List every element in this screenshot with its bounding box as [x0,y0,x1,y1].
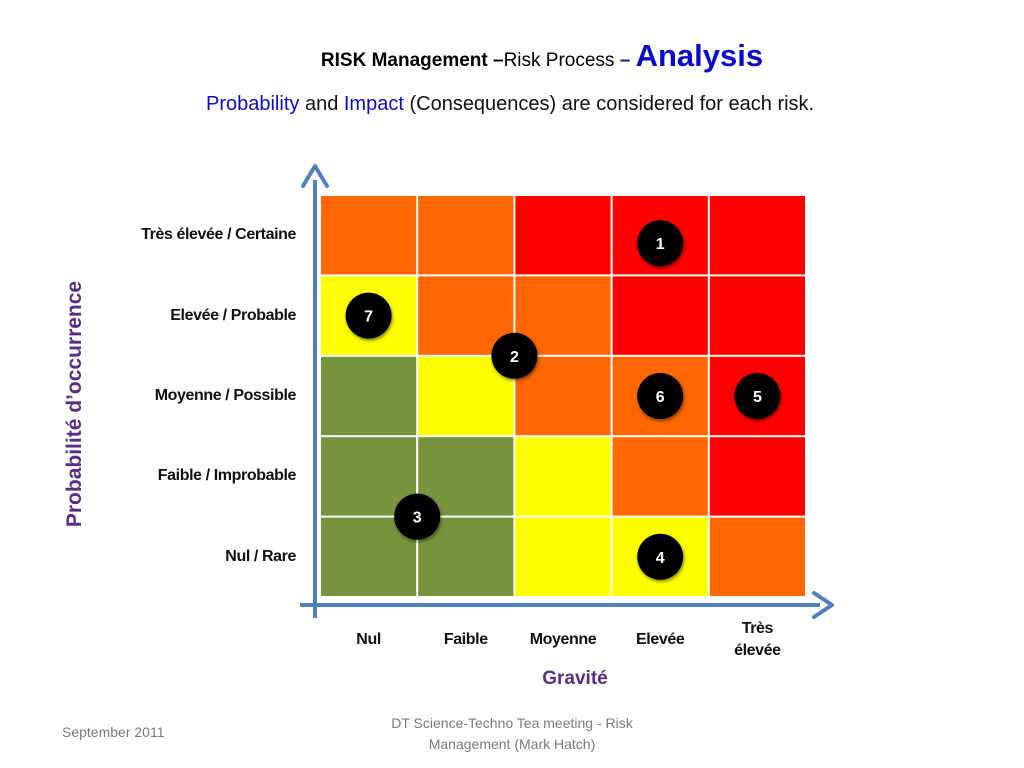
x-axis-arrow [812,591,834,619]
risk-cell-r2-c4 [612,276,708,355]
row-label: Elevée / Probable [170,306,296,324]
title-part-1: RISK Management – [320,50,504,71]
risk-cell-r3-c1 [321,356,417,436]
column-label-line: Elevée [636,631,685,648]
risk-marker-6: 6 [637,373,684,419]
risk-marker-circle [637,533,684,580]
risk-cell-r4-c3 [515,437,611,516]
footer-presentation: DT Science-Techno Tea meeting - Risk Man… [352,713,672,755]
risk-marker-label: 5 [753,389,762,406]
y-axis-title: Probabilité d’occurrence [63,280,86,528]
risk-marker-label: 6 [656,389,665,406]
subtitle-impact: Impact [343,93,404,115]
column-label: Faible [411,629,521,651]
risk-cell-r1-c1 [321,196,417,275]
title-part-4: Analysis [635,38,764,73]
risk-marker-circle [491,332,538,379]
column-label-line: Très [741,620,774,637]
risk-cell-r2-c5 [709,276,805,355]
risk-marker-1: 1 [637,220,684,267]
risk-marker-circle [394,493,441,540]
subtitle-probability: Probability [206,93,300,115]
column-label: Très élevée [702,618,812,662]
y-axis-arrow [301,164,329,188]
footer-line-2: Management (Mark Hatch) [428,736,596,752]
column-label: Moyenne [508,629,618,651]
footer-date: September 2011 [62,724,165,740]
column-label-line: Nul [356,631,381,648]
column-label-line: Faible [443,631,488,648]
subtitle-and: and [299,93,344,115]
risk-marker-label: 7 [364,309,373,326]
subtitle-rest: (Consequences) are considered for each r… [403,93,815,115]
risk-cell-r1-c5 [709,196,805,275]
risk-marker-2: 2 [491,332,538,379]
slide-subtitle: Probability and Impact (Consequences) ar… [206,93,814,116]
risk-cell-r1-c3 [515,196,611,275]
risk-cell-r5-c3 [515,517,611,596]
risk-marker-7: 7 [345,292,392,339]
column-label-line: élevée [734,642,781,659]
risk-marker-circle [734,373,781,419]
risk-marker-circle [637,373,684,419]
row-label: Nul / Rare [225,547,296,565]
risk-marker-circle [637,220,684,267]
risk-marker-circle [345,292,392,339]
risk-cell-r4-c4 [612,437,708,516]
title-part-2: Risk Process [503,50,620,71]
row-label: Très élevée / Certaine [141,226,296,244]
slide-title: RISK Management –Risk Process – Analysis [0,38,1024,80]
axes [300,164,834,619]
footer-line-1: DT Science-Techno Tea meeting - Risk [391,715,633,731]
row-label: Moyenne / Possible [154,387,297,404]
column-label: Elevée [605,629,715,651]
title-part-3: – [619,50,636,71]
row-label: Faible / Improbable [157,467,297,485]
column-label: Nul [314,629,424,651]
risk-marker-label: 3 [413,510,422,527]
column-label-line: Moyenne [529,631,597,648]
risk-cell-r4-c5 [709,437,805,516]
risk-marker-3: 3 [394,493,441,540]
risk-marker-4: 4 [637,533,684,580]
risk-marker-5: 5 [734,373,781,419]
x-axis-title: Gravité [542,668,608,689]
risk-marker-label: 2 [510,349,519,366]
risk-cell-r5-c5 [709,517,805,596]
risk-cell-r1-c2 [418,196,514,275]
risk-marker-label: 1 [656,236,665,253]
risk-marker-label: 4 [656,550,665,567]
